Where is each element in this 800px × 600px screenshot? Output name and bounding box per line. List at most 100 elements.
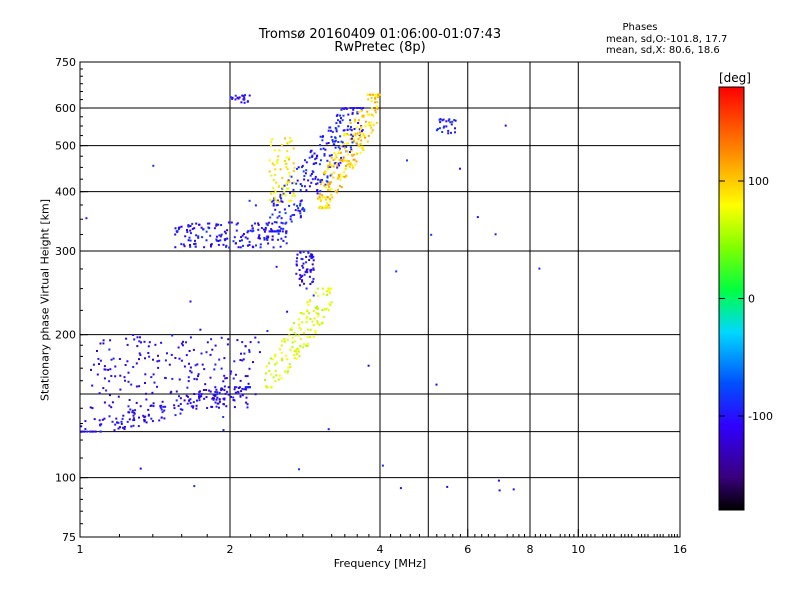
- data-point: [284, 162, 287, 165]
- data-point: [205, 396, 208, 399]
- data-point: [222, 380, 225, 383]
- data-point: [321, 287, 324, 290]
- data-point: [288, 174, 291, 177]
- data-point: [222, 416, 225, 418]
- data-point: [316, 197, 319, 200]
- data-point: [310, 268, 313, 271]
- data-point: [108, 348, 111, 351]
- data-point: [345, 145, 348, 148]
- data-point: [351, 111, 354, 114]
- data-point: [161, 411, 164, 414]
- data-point: [229, 96, 232, 99]
- data-point: [235, 229, 238, 232]
- data-point: [195, 407, 198, 410]
- data-point: [224, 377, 227, 380]
- data-point: [270, 386, 273, 389]
- data-point: [266, 330, 269, 332]
- data-point: [293, 331, 296, 334]
- data-point: [285, 221, 288, 224]
- data-point: [201, 363, 204, 366]
- data-point: [352, 108, 355, 111]
- data-point: [248, 94, 251, 97]
- data-point: [270, 373, 273, 376]
- data-point: [257, 222, 260, 225]
- data-point: [212, 393, 215, 396]
- data-point: [286, 358, 289, 361]
- data-point: [89, 430, 92, 433]
- data-point: [92, 430, 95, 433]
- data-point: [192, 405, 195, 408]
- data-point: [315, 157, 318, 160]
- data-point: [538, 267, 541, 270]
- data-point: [296, 257, 298, 260]
- data-point: [287, 370, 289, 373]
- data-point: [193, 485, 196, 488]
- data-point: [249, 341, 252, 344]
- data-point: [290, 139, 293, 142]
- data-point: [289, 328, 292, 331]
- data-point: [147, 345, 150, 348]
- data-point: [278, 149, 281, 152]
- data-point: [246, 375, 249, 378]
- data-point: [243, 233, 245, 235]
- data-point: [174, 246, 177, 249]
- data-point: [274, 363, 277, 366]
- data-point: [142, 414, 145, 417]
- data-point: [297, 166, 300, 169]
- data-point: [298, 269, 301, 271]
- data-point: [138, 385, 141, 388]
- data-point: [195, 404, 198, 407]
- data-point: [512, 488, 515, 491]
- data-point: [275, 160, 278, 163]
- data-point: [150, 376, 153, 379]
- data-point: [150, 417, 153, 420]
- x-tick-label: 6: [464, 543, 471, 556]
- data-point: [280, 351, 283, 354]
- data-point: [289, 218, 292, 221]
- data-point: [296, 179, 299, 182]
- data-point: [231, 96, 234, 99]
- data-point: [360, 110, 363, 112]
- data-point: [127, 371, 130, 374]
- data-point: [351, 107, 354, 109]
- y-tick-label: 200: [55, 329, 76, 342]
- data-point: [188, 399, 191, 402]
- data-point: [269, 144, 272, 147]
- data-point: [240, 390, 243, 393]
- data-point: [314, 329, 317, 332]
- data-point: [302, 346, 305, 349]
- data-point: [292, 188, 295, 191]
- data-point: [336, 166, 339, 169]
- data-point: [298, 468, 300, 471]
- data-point: [301, 321, 304, 324]
- data-point: [328, 161, 331, 164]
- data-point: [290, 329, 293, 332]
- data-point: [445, 125, 448, 128]
- data-point: [330, 135, 333, 138]
- data-point: [344, 167, 347, 170]
- data-point: [447, 119, 450, 122]
- data-point: [327, 168, 329, 171]
- data-point: [321, 309, 324, 311]
- data-point: [366, 140, 369, 143]
- data-point: [349, 162, 352, 165]
- x-tick-label: 16: [673, 543, 687, 556]
- data-point: [316, 320, 319, 323]
- data-point: [327, 183, 329, 186]
- data-point: [246, 231, 249, 234]
- y-tick-label: 300: [55, 245, 76, 258]
- data-point: [275, 181, 278, 184]
- data-point: [344, 107, 347, 109]
- data-point: [299, 212, 302, 215]
- data-point: [130, 425, 133, 428]
- data-point: [329, 165, 332, 168]
- data-point: [163, 409, 166, 412]
- data-point: [170, 353, 173, 356]
- data-point: [110, 358, 113, 361]
- data-point: [319, 206, 322, 209]
- data-point: [129, 408, 132, 411]
- data-point: [158, 359, 161, 362]
- data-point: [322, 147, 325, 150]
- data-point: [293, 213, 296, 216]
- data-point: [331, 139, 334, 141]
